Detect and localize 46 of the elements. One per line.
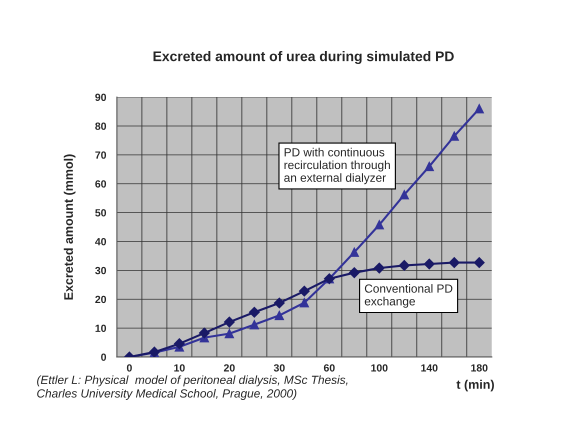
point <box>450 131 459 141</box>
point <box>274 298 285 308</box>
x-axis-title: t (min) <box>456 380 494 392</box>
x-tick-label: 30 <box>274 364 285 372</box>
y-tick-label: 90 <box>95 94 106 102</box>
y-axis-title: Excreted amount (mmol) <box>64 154 76 300</box>
point <box>374 262 385 274</box>
x-tick-label: 180 <box>471 364 488 372</box>
point <box>224 328 234 338</box>
point <box>298 286 310 297</box>
point <box>424 162 434 172</box>
point <box>248 306 260 318</box>
x-tick-label: 100 <box>371 364 388 372</box>
point <box>474 257 485 268</box>
point <box>424 258 435 270</box>
x-tick-label: 20 <box>224 364 235 372</box>
y-tick-label: 70 <box>95 151 106 159</box>
y-tick-label: 10 <box>96 324 106 332</box>
point <box>374 220 384 230</box>
point <box>348 267 360 278</box>
y-tick-label: 80 <box>95 122 106 130</box>
y-tick-label: 20 <box>95 296 106 304</box>
y-tick-label: 60 <box>95 180 106 188</box>
point <box>448 257 460 268</box>
series-label: PD with continuous recirculation through an external dialyzer <box>284 148 390 184</box>
y-tick-label: 0 <box>101 353 106 361</box>
x-tick-label: 0 <box>126 364 132 372</box>
point <box>224 316 235 328</box>
y-tick-label: 40 <box>95 238 106 246</box>
point <box>274 310 284 320</box>
series-label: Conventional PD exchange <box>364 284 452 308</box>
y-tick-label: 30 <box>95 266 106 274</box>
point <box>398 260 410 271</box>
chart-title: Excreted amount of urea during simulated PD <box>154 51 454 64</box>
point <box>250 320 260 330</box>
point <box>174 338 185 350</box>
x-tick-label: 140 <box>421 364 438 372</box>
point <box>350 247 359 257</box>
y-tick-label: 50 <box>95 209 106 216</box>
x-tick-label: 60 <box>324 364 335 372</box>
point <box>300 298 310 308</box>
point <box>474 104 484 114</box>
point <box>400 190 409 200</box>
point <box>198 328 210 338</box>
text: (Ettler L: Physical model of peritoneal dialysis, MSc Thesis, Charles University Medical School, Prague, 2000) <box>37 375 348 400</box>
x-tick-label: 10 <box>174 364 185 372</box>
